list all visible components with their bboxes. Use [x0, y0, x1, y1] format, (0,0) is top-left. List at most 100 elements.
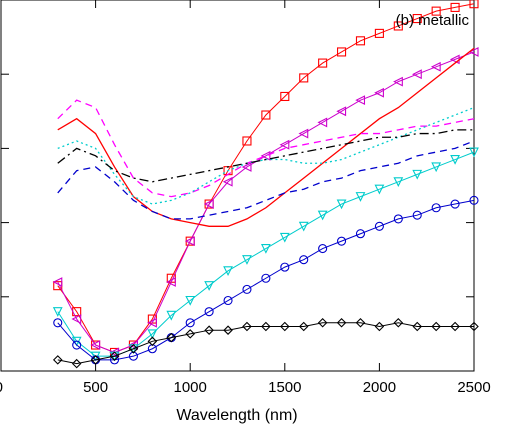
series-3	[53, 195, 479, 365]
series-8	[57, 129, 474, 183]
data-point	[468, 47, 479, 57]
data-point	[336, 199, 347, 210]
data-point	[431, 162, 442, 173]
data-point	[355, 317, 366, 328]
data-point	[318, 244, 328, 254]
data-point	[374, 184, 385, 195]
data-point	[412, 69, 422, 80]
data-point	[374, 28, 384, 38]
data-point	[393, 214, 403, 224]
data-point	[280, 91, 290, 102]
data-point	[166, 310, 177, 321]
data-point	[242, 321, 252, 332]
data-point	[336, 317, 347, 328]
data-point	[223, 295, 233, 306]
data-point	[204, 307, 214, 317]
data-point	[52, 307, 63, 317]
data-point	[90, 355, 101, 365]
data-point	[336, 106, 347, 117]
data-point	[71, 314, 82, 324]
data-point	[223, 266, 233, 277]
data-point	[298, 321, 309, 332]
data-point	[317, 317, 328, 328]
data-point	[242, 284, 252, 294]
plot-frame	[0, 0, 475, 372]
series-line	[57, 199, 475, 361]
data-point	[355, 95, 366, 106]
data-point	[430, 61, 441, 72]
data-point	[166, 332, 177, 343]
data-point	[374, 87, 384, 98]
data-point	[412, 169, 423, 180]
data-point	[317, 117, 328, 128]
data-point	[450, 2, 460, 12]
data-point	[184, 236, 195, 247]
series-line	[57, 51, 475, 353]
data-point	[412, 14, 422, 24]
data-point	[147, 317, 157, 328]
data-point	[128, 343, 139, 354]
data-point	[280, 321, 290, 332]
chart-annotation: (b) metallic	[396, 12, 470, 29]
data-point	[261, 110, 271, 120]
x-tick-labels: 0 500 1000 1500 2000 2500	[0, 379, 491, 396]
data-point	[393, 177, 404, 188]
data-point	[90, 340, 101, 350]
data-point	[261, 273, 271, 283]
data-point	[279, 232, 290, 243]
data-point	[450, 154, 460, 165]
data-point	[242, 255, 252, 265]
data-point	[431, 203, 441, 213]
data-point	[431, 6, 441, 16]
data-point	[203, 199, 214, 209]
data-point	[147, 336, 158, 347]
data-point	[374, 321, 385, 332]
data-point	[53, 318, 63, 328]
series-4	[52, 317, 479, 369]
data-point	[261, 321, 271, 332]
data-point	[298, 128, 309, 139]
x-axis-title: Wavelength (nm)	[176, 407, 297, 424]
data-point	[185, 329, 195, 339]
data-point	[260, 150, 271, 161]
data-point	[318, 58, 328, 68]
x-tick-label: 2500	[457, 379, 490, 396]
series-line	[57, 140, 475, 220]
axis-ticks	[1, 0, 475, 371]
data-point	[147, 329, 158, 340]
x-tick-label: 0	[0, 379, 3, 396]
series-line	[57, 99, 475, 198]
data-point	[469, 321, 479, 332]
data-point	[412, 321, 423, 332]
x-tick-label: 1000	[174, 379, 207, 396]
data-point	[337, 236, 347, 246]
data-point	[71, 358, 82, 369]
data-point	[109, 351, 120, 361]
data-point	[355, 192, 366, 202]
data-point	[241, 162, 252, 172]
data-point	[298, 221, 309, 232]
data-point	[299, 255, 309, 265]
data-point	[204, 281, 215, 291]
data-point	[355, 36, 366, 46]
data-point	[299, 73, 309, 83]
data-point	[431, 321, 441, 332]
series-line	[57, 129, 474, 183]
series-9	[57, 140, 475, 220]
data-point	[374, 221, 384, 231]
data-point	[337, 47, 347, 57]
data-point	[450, 199, 460, 209]
data-point	[355, 229, 366, 239]
data-point	[222, 176, 233, 187]
data-point	[223, 325, 233, 335]
data-point	[393, 21, 403, 31]
data-point	[412, 210, 422, 220]
data-point	[166, 277, 176, 287]
data-point	[469, 0, 479, 9]
series-1	[52, 47, 479, 358]
data-point	[393, 76, 403, 87]
series-0	[53, 0, 479, 358]
x-tick-label: 500	[83, 379, 108, 396]
data-point	[72, 340, 82, 350]
series-line	[57, 3, 475, 353]
